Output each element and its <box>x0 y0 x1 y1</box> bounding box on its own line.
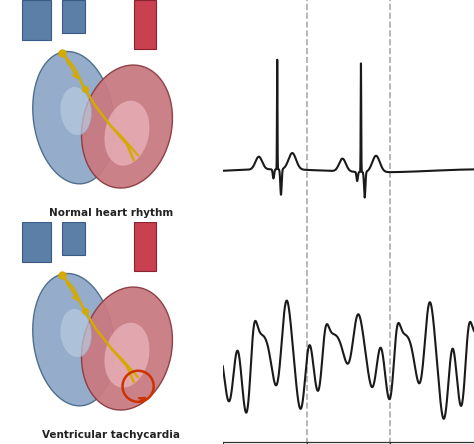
Ellipse shape <box>33 274 114 406</box>
Bar <box>22 0 51 40</box>
Bar <box>134 0 156 49</box>
Ellipse shape <box>82 287 173 410</box>
Bar <box>63 0 85 33</box>
Ellipse shape <box>104 322 150 388</box>
Ellipse shape <box>104 100 150 166</box>
Bar <box>22 222 51 262</box>
Bar <box>134 222 156 271</box>
Ellipse shape <box>33 52 114 184</box>
Ellipse shape <box>82 65 173 188</box>
Text: Normal heart rhythm: Normal heart rhythm <box>49 207 173 218</box>
Ellipse shape <box>60 309 91 357</box>
Text: Ventricular tachycardia: Ventricular tachycardia <box>42 429 181 440</box>
Bar <box>63 222 85 255</box>
Ellipse shape <box>60 87 91 135</box>
